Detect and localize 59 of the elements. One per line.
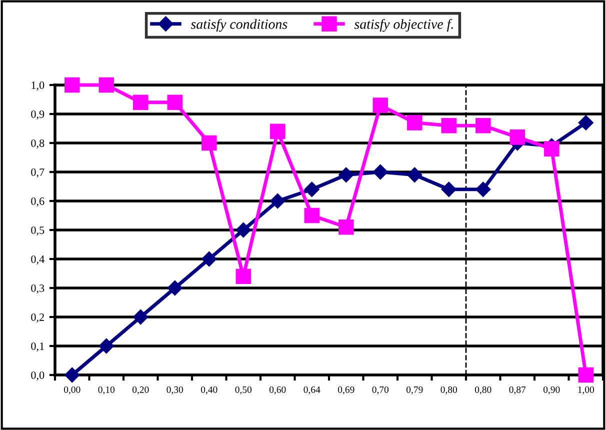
y-tick-label: 0,4 [31, 255, 44, 265]
point [544, 141, 560, 156]
x-tick-label: 0,80 [474, 386, 492, 394]
y-tick-label: 0,8 [31, 139, 44, 149]
point [510, 130, 526, 145]
x-tick-label: 0,50 [235, 386, 252, 394]
x-tick-label: 0,87 [509, 386, 526, 394]
x-tick-label: 0,10 [98, 386, 115, 394]
point [372, 98, 388, 113]
y-tick-label: 0,0 [31, 371, 44, 381]
point [236, 222, 251, 238]
x-tick-label: 1,00 [578, 386, 594, 394]
point [578, 367, 594, 383]
point [132, 94, 148, 110]
point [578, 115, 594, 130]
point [133, 309, 148, 325]
y-tick-label: 0,3 [31, 284, 44, 294]
point [406, 115, 422, 130]
point [236, 268, 252, 284]
point [98, 77, 114, 93]
point [476, 182, 491, 197]
y-tick-label: 1,0 [32, 81, 44, 91]
point [167, 94, 183, 110]
x-tick-label: 0,00 [64, 386, 80, 394]
x-tick-label: 0,30 [166, 386, 184, 394]
point [98, 338, 114, 354]
point [372, 164, 388, 180]
x-tick-label: 0,60 [269, 386, 286, 394]
point [64, 77, 80, 93]
point [441, 118, 457, 134]
y-tick-label: 0,9 [31, 110, 44, 120]
x-tick-label: 0,80 [440, 386, 458, 394]
x-tick-label: 0,90 [543, 386, 560, 394]
point [270, 193, 286, 209]
point [202, 251, 217, 267]
legend-label: satisfy conditions [190, 18, 288, 32]
point [441, 182, 456, 197]
point [338, 219, 354, 235]
point [475, 118, 491, 134]
x-tick-label: 0,69 [338, 386, 354, 394]
point [407, 167, 422, 182]
point [304, 182, 320, 197]
x-tick-label: 0,20 [132, 386, 149, 394]
x-tick-label: 0,79 [406, 386, 423, 394]
y-tick-label: 0,6 [31, 197, 44, 207]
y-tick-label: 0,5 [31, 226, 44, 236]
point [304, 208, 320, 224]
point [270, 124, 286, 140]
x-tick-label: 0,70 [372, 386, 389, 394]
point [64, 367, 80, 383]
point [167, 280, 182, 296]
point [338, 167, 354, 182]
y-tick-label: 0,2 [31, 313, 44, 323]
legend-label: satisfy objective f. [354, 18, 453, 32]
x-tick-label: 0,64 [304, 386, 320, 394]
point [201, 135, 217, 151]
x-tick-label: 0,40 [200, 386, 218, 394]
y-tick-label: 0,7 [31, 168, 44, 178]
y-tick-label: 0,1 [31, 342, 44, 352]
